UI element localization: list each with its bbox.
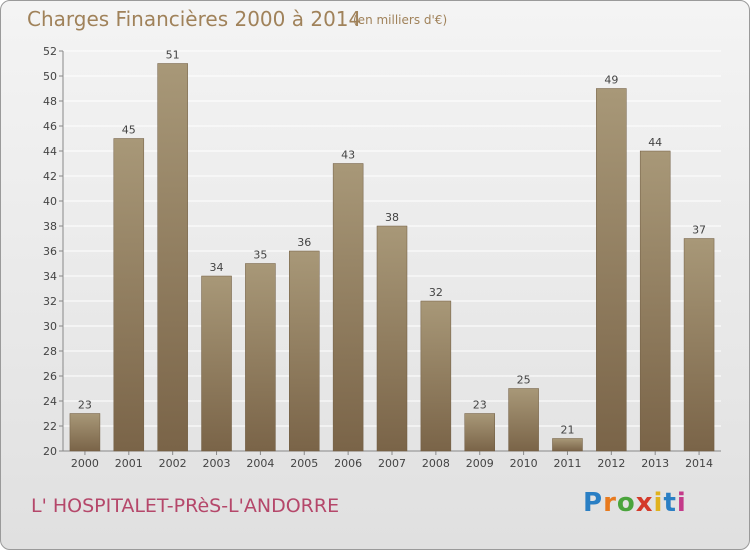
label-layer: 20 22 24 26 28 30 32 34 36 38 40 42 44 46 48 50 52 23 2000… [43, 45, 713, 470]
x-tick-label: 2009 [466, 457, 494, 470]
y-tick-label: 46 [43, 120, 57, 133]
bar[interactable] [639, 150, 671, 452]
bar-value-label: 36 [297, 236, 311, 249]
x-tick-label: 2007 [378, 457, 406, 470]
bar[interactable] [157, 63, 188, 452]
chart-title: Charges Financières 2000 à 2014 [27, 7, 362, 31]
y-tick-label: 34 [43, 270, 57, 283]
bar-value-label: 38 [385, 211, 399, 224]
y-tick-label: 26 [43, 370, 57, 383]
x-tick-label: 2005 [290, 457, 318, 470]
bar-value-label: 21 [560, 424, 574, 437]
bar-value-label: 34 [210, 261, 224, 274]
bar-value-label: 23 [78, 399, 92, 412]
logo-letter: i [676, 488, 687, 518]
bar-value-label: 25 [517, 374, 531, 387]
x-tick-label: 2003 [203, 457, 231, 470]
bar[interactable] [332, 163, 364, 452]
bar[interactable] [464, 413, 495, 452]
y-tick-label: 48 [43, 95, 57, 108]
bar[interactable] [245, 263, 276, 452]
bar-value-label: 23 [473, 399, 487, 412]
bar[interactable] [508, 388, 539, 452]
y-tick-label: 22 [43, 420, 57, 433]
logo-letter: o [616, 488, 636, 518]
bar-value-label: 35 [253, 249, 267, 262]
bar-value-label: 32 [429, 286, 443, 299]
bar-value-label: 43 [341, 149, 355, 162]
y-tick-label: 20 [43, 445, 57, 458]
bar-value-label: 49 [604, 74, 618, 87]
logo-letter: P [583, 488, 604, 518]
bar[interactable] [552, 438, 583, 452]
y-tick-label: 24 [43, 395, 57, 408]
x-tick-label: 2013 [641, 457, 669, 470]
x-tick-label: 2001 [115, 457, 143, 470]
y-tick-label: 28 [43, 345, 57, 358]
x-tick-label: 2002 [159, 457, 187, 470]
chart-subtitle: (en milliers d'€) [353, 13, 448, 27]
y-tick-label: 40 [43, 195, 57, 208]
y-tick-label: 38 [43, 220, 57, 233]
y-tick-label: 44 [43, 145, 57, 158]
commune-name: L' HOSPITALET-PRèS-L'ANDORRE [31, 495, 340, 517]
x-tick-label: 2004 [246, 457, 274, 470]
logo-letter: i [653, 488, 664, 518]
x-tick-label: 2014 [685, 457, 713, 470]
y-tick-label: 52 [43, 45, 57, 58]
x-tick-label: 2008 [422, 457, 450, 470]
bar[interactable] [201, 275, 232, 452]
logo-letter: t [663, 488, 677, 518]
y-tick-label: 36 [43, 245, 57, 258]
bar[interactable] [69, 413, 101, 452]
bar-value-label: 37 [692, 224, 706, 237]
y-tick-label: 32 [43, 295, 57, 308]
x-tick-label: 2011 [553, 457, 581, 470]
bar[interactable] [376, 225, 408, 452]
x-tick-label: 2012 [597, 457, 625, 470]
x-tick-label: 2000 [71, 457, 99, 470]
bar-value-label: 45 [122, 124, 136, 137]
bar-value-label: 44 [648, 136, 662, 149]
x-tick-label: 2010 [510, 457, 538, 470]
proxiti-logo[interactable]: Proxiti [583, 488, 687, 518]
logo-letter: x [635, 488, 654, 518]
y-tick-label: 30 [43, 320, 57, 333]
bar-value-label: 51 [166, 49, 180, 62]
bar[interactable] [289, 250, 320, 452]
y-tick-label: 50 [43, 70, 57, 83]
logo-letter: r [603, 488, 617, 518]
bar[interactable] [596, 88, 627, 452]
x-tick-label: 2006 [334, 457, 362, 470]
y-tick-label: 42 [43, 170, 57, 183]
bar[interactable] [420, 300, 452, 452]
bar[interactable] [113, 138, 145, 452]
bar-layer [69, 63, 715, 452]
bar[interactable] [683, 238, 715, 452]
